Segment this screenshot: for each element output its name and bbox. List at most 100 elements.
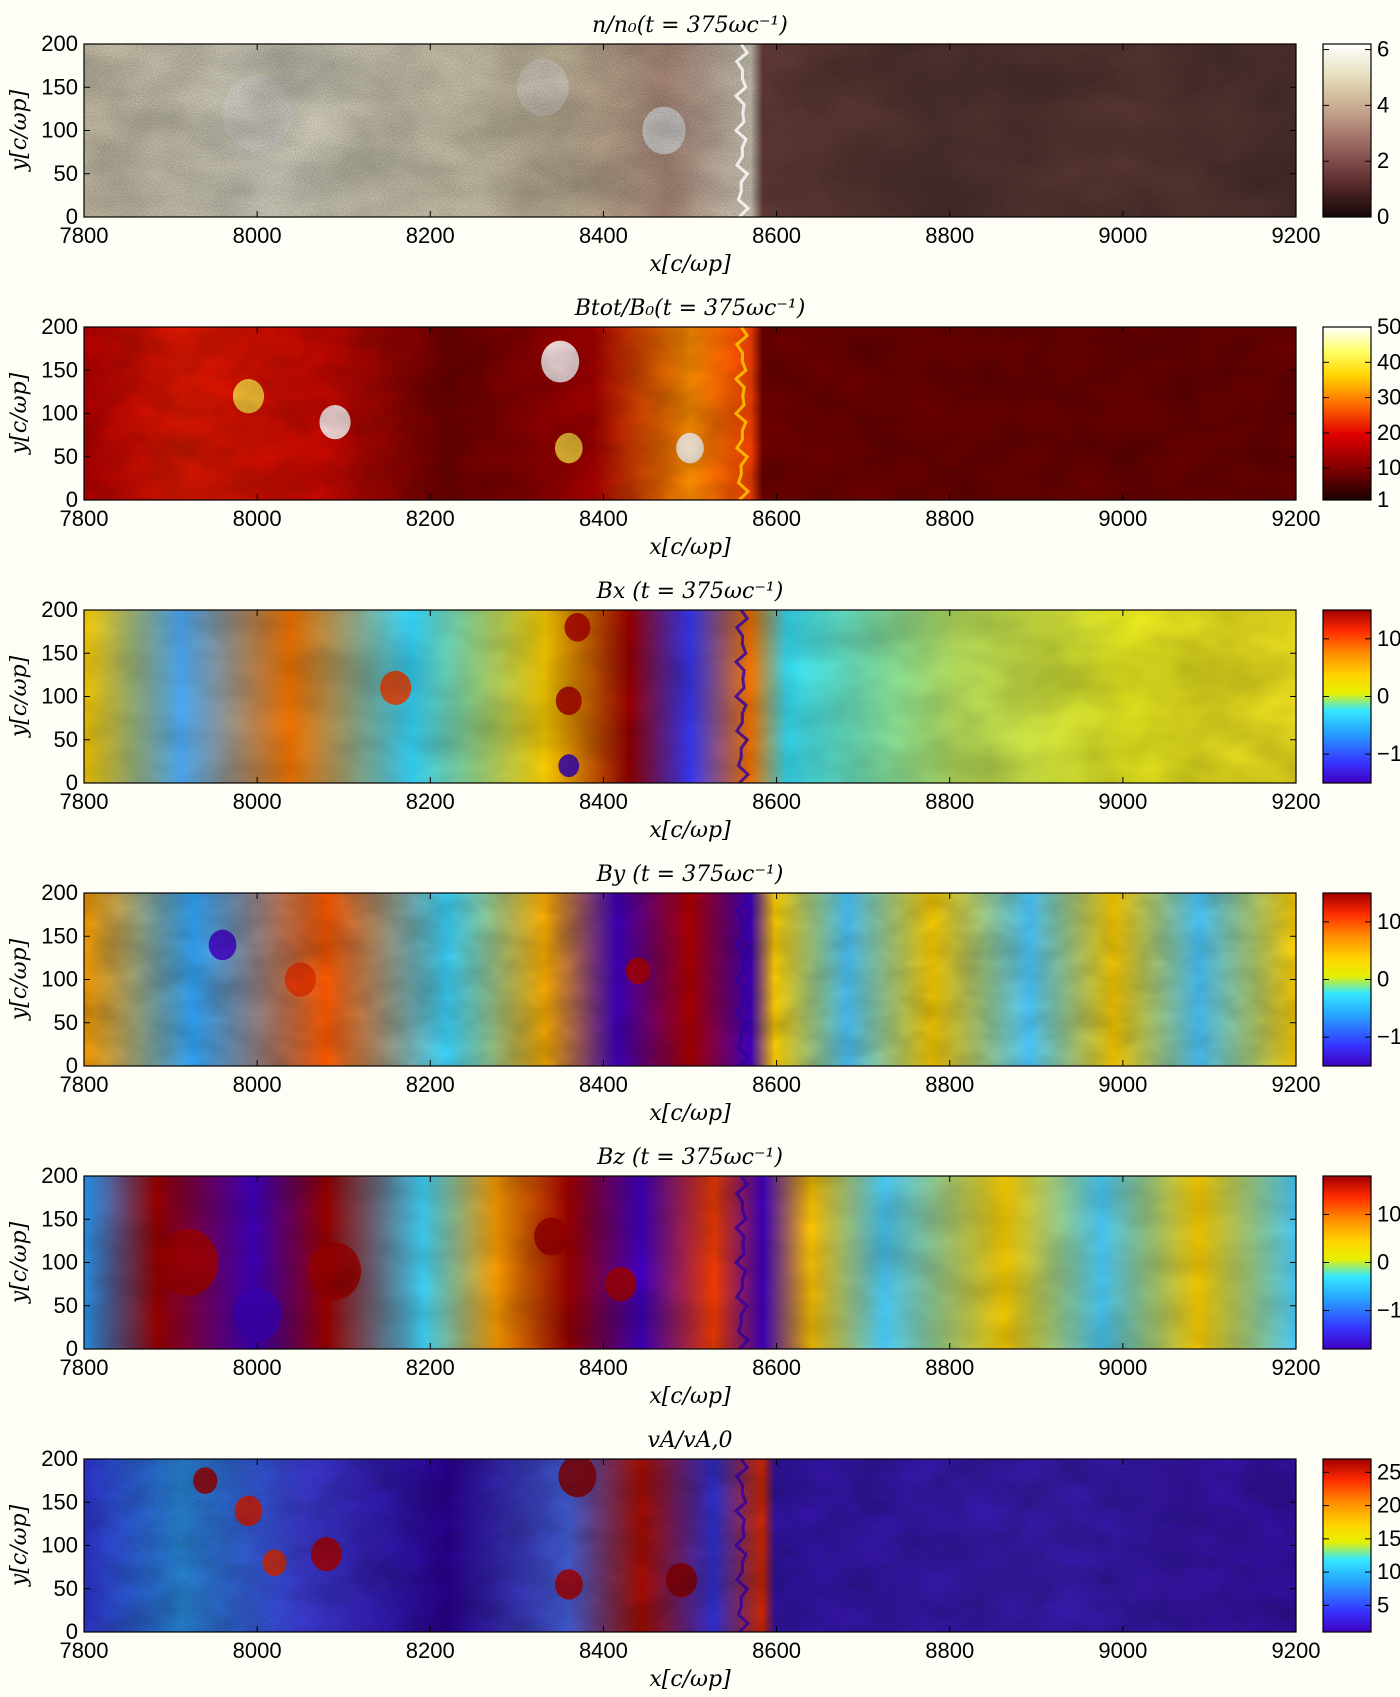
heatmap-field — [84, 610, 1296, 783]
y-tick-label: 0 — [66, 1336, 78, 1361]
colorbar-tick-label: −10 — [1377, 1024, 1400, 1049]
chart-panel-1: 7800 8000 8200 8400 8600 8800 9000 9200 0 50 100 15… — [7, 13, 1389, 277]
x-tick-label: 9200 — [1272, 1638, 1321, 1663]
x-tick-label: 8800 — [925, 1072, 974, 1097]
heatmap-texture — [84, 327, 1296, 500]
chart-title: Bx (t = 375ωc⁻¹) — [596, 579, 784, 604]
x-tick-label: 8000 — [233, 1072, 282, 1097]
chart-title: Btot/B₀(t = 375ωc⁻¹) — [574, 296, 806, 321]
y-axis-label: y[c/ωp] — [7, 655, 32, 738]
heatmap-texture — [84, 1176, 1296, 1349]
chart-panel-3: 7800 8000 8200 8400 8600 8800 9000 920005010015… — [7, 579, 1400, 843]
x-tick-label: 8400 — [579, 789, 628, 814]
colorbar-tick-label: 30 — [1377, 385, 1400, 410]
colorbar-tick-label: 4 — [1377, 92, 1389, 117]
colorbar-tick-label: 0 — [1377, 1250, 1389, 1275]
x-tick-label: 7800 — [60, 1355, 109, 1380]
heatmap-field — [84, 1176, 1296, 1349]
y-tick-label: 200 — [41, 31, 78, 56]
heatmap-grain — [84, 1459, 1296, 1632]
colorbar-tick-label: 40 — [1377, 349, 1400, 374]
colorbar-tick-label: 5 — [1377, 1592, 1389, 1617]
colorbar-tick-label: 15 — [1377, 1526, 1400, 1551]
colorbar-tick-label: 25 — [1377, 1459, 1400, 1484]
x-tick-label: 9000 — [1098, 1355, 1147, 1380]
x-tick-label: 8400 — [579, 1355, 628, 1380]
x-tick-label: 7800 — [60, 506, 109, 531]
x-tick-label: 8200 — [406, 223, 455, 248]
x-tick-label: 8600 — [752, 1072, 801, 1097]
x-axis-label: x[c/ωp] — [649, 1384, 731, 1409]
x-tick-label: 8400 — [579, 506, 628, 531]
x-axis-label: x[c/ωp] — [649, 1101, 731, 1126]
chart-title: n/n₀(t = 375ωc⁻¹) — [592, 13, 788, 38]
x-tick-label: 8000 — [233, 223, 282, 248]
y-tick-label: 50 — [54, 1293, 78, 1318]
x-tick-label: 8800 — [925, 506, 974, 531]
x-tick-label: 7800 — [60, 1072, 109, 1097]
colorbar-tick-label: −10 — [1377, 741, 1400, 766]
x-tick-label: 8800 — [925, 1355, 974, 1380]
colorbar-tick-label: 2 — [1377, 148, 1389, 173]
heatmap-texture — [84, 610, 1296, 783]
y-tick-label: 0 — [66, 1053, 78, 1078]
x-tick-label: 8600 — [752, 1355, 801, 1380]
x-tick-label: 8600 — [752, 1638, 801, 1663]
x-tick-label: 8800 — [925, 223, 974, 248]
y-tick-label: 100 — [41, 401, 78, 426]
colorbar-tick-label: 0 — [1377, 204, 1389, 229]
y-tick-label: 100 — [41, 1250, 78, 1275]
x-tick-label: 8400 — [579, 223, 628, 248]
y-tick-label: 150 — [41, 640, 78, 665]
y-tick-label: 0 — [66, 770, 78, 795]
x-tick-label: 7800 — [60, 789, 109, 814]
x-tick-label: 9000 — [1098, 789, 1147, 814]
y-tick-label: 200 — [41, 314, 78, 339]
x-axis-label: x[c/ωp] — [649, 818, 731, 843]
colorbar-tick-label: 0 — [1377, 684, 1389, 709]
chart-panel-2: 7800 8000 8200 8400 8600 8800 9000 920005010015… — [7, 296, 1400, 560]
colorbar — [1322, 326, 1372, 501]
x-tick-label: 9200 — [1272, 1072, 1321, 1097]
x-axis-label: x[c/ωp] — [649, 535, 731, 560]
y-tick-label: 50 — [54, 727, 78, 752]
heatmap-field — [84, 44, 1296, 217]
colorbar-tick-label: 0 — [1377, 967, 1389, 992]
y-axis-label: y[c/ωp] — [7, 1504, 32, 1587]
chart-title: vA/vA,0 — [647, 1428, 732, 1453]
x-tick-label: 9200 — [1272, 506, 1321, 531]
y-tick-label: 50 — [54, 444, 78, 469]
chart-title: Bz (t = 375ωc⁻¹) — [596, 1145, 783, 1170]
y-tick-label: 100 — [41, 1533, 78, 1558]
x-tick-label: 8200 — [406, 506, 455, 531]
y-axis-label: y[c/ωp] — [7, 1221, 32, 1304]
y-tick-label: 0 — [66, 204, 78, 229]
heatmap-field — [84, 893, 1296, 1066]
colorbar-tick-label: −10 — [1377, 1298, 1400, 1323]
x-tick-label: 8600 — [752, 506, 801, 531]
y-tick-label: 150 — [41, 74, 78, 99]
x-tick-label: 8200 — [406, 1638, 455, 1663]
shock-front — [733, 610, 751, 783]
y-tick-label: 100 — [41, 967, 78, 992]
y-axis-label: y[c/ωp] — [7, 938, 32, 1021]
y-axis-label: y[c/ωp] — [7, 89, 32, 172]
y-tick-label: 50 — [54, 161, 78, 186]
heatmap-field — [84, 1459, 1296, 1632]
x-tick-label: 8400 — [579, 1072, 628, 1097]
colorbar-tick-label: 10 — [1377, 1559, 1400, 1584]
x-tick-label: 9000 — [1098, 506, 1147, 531]
y-tick-label: 150 — [41, 923, 78, 948]
y-tick-label: 150 — [41, 1206, 78, 1231]
colorbar-tick-label: 1 — [1377, 487, 1389, 512]
x-tick-label: 8200 — [406, 1355, 455, 1380]
shock-front — [733, 1459, 751, 1632]
x-tick-label: 8800 — [925, 789, 974, 814]
y-tick-label: 200 — [41, 880, 78, 905]
colorbar-tick-label: 10 — [1377, 455, 1400, 480]
x-tick-label: 9200 — [1272, 223, 1321, 248]
colorbar — [1322, 43, 1372, 218]
colorbar-tick-label: 10 — [1377, 909, 1400, 934]
colorbar — [1322, 609, 1372, 784]
